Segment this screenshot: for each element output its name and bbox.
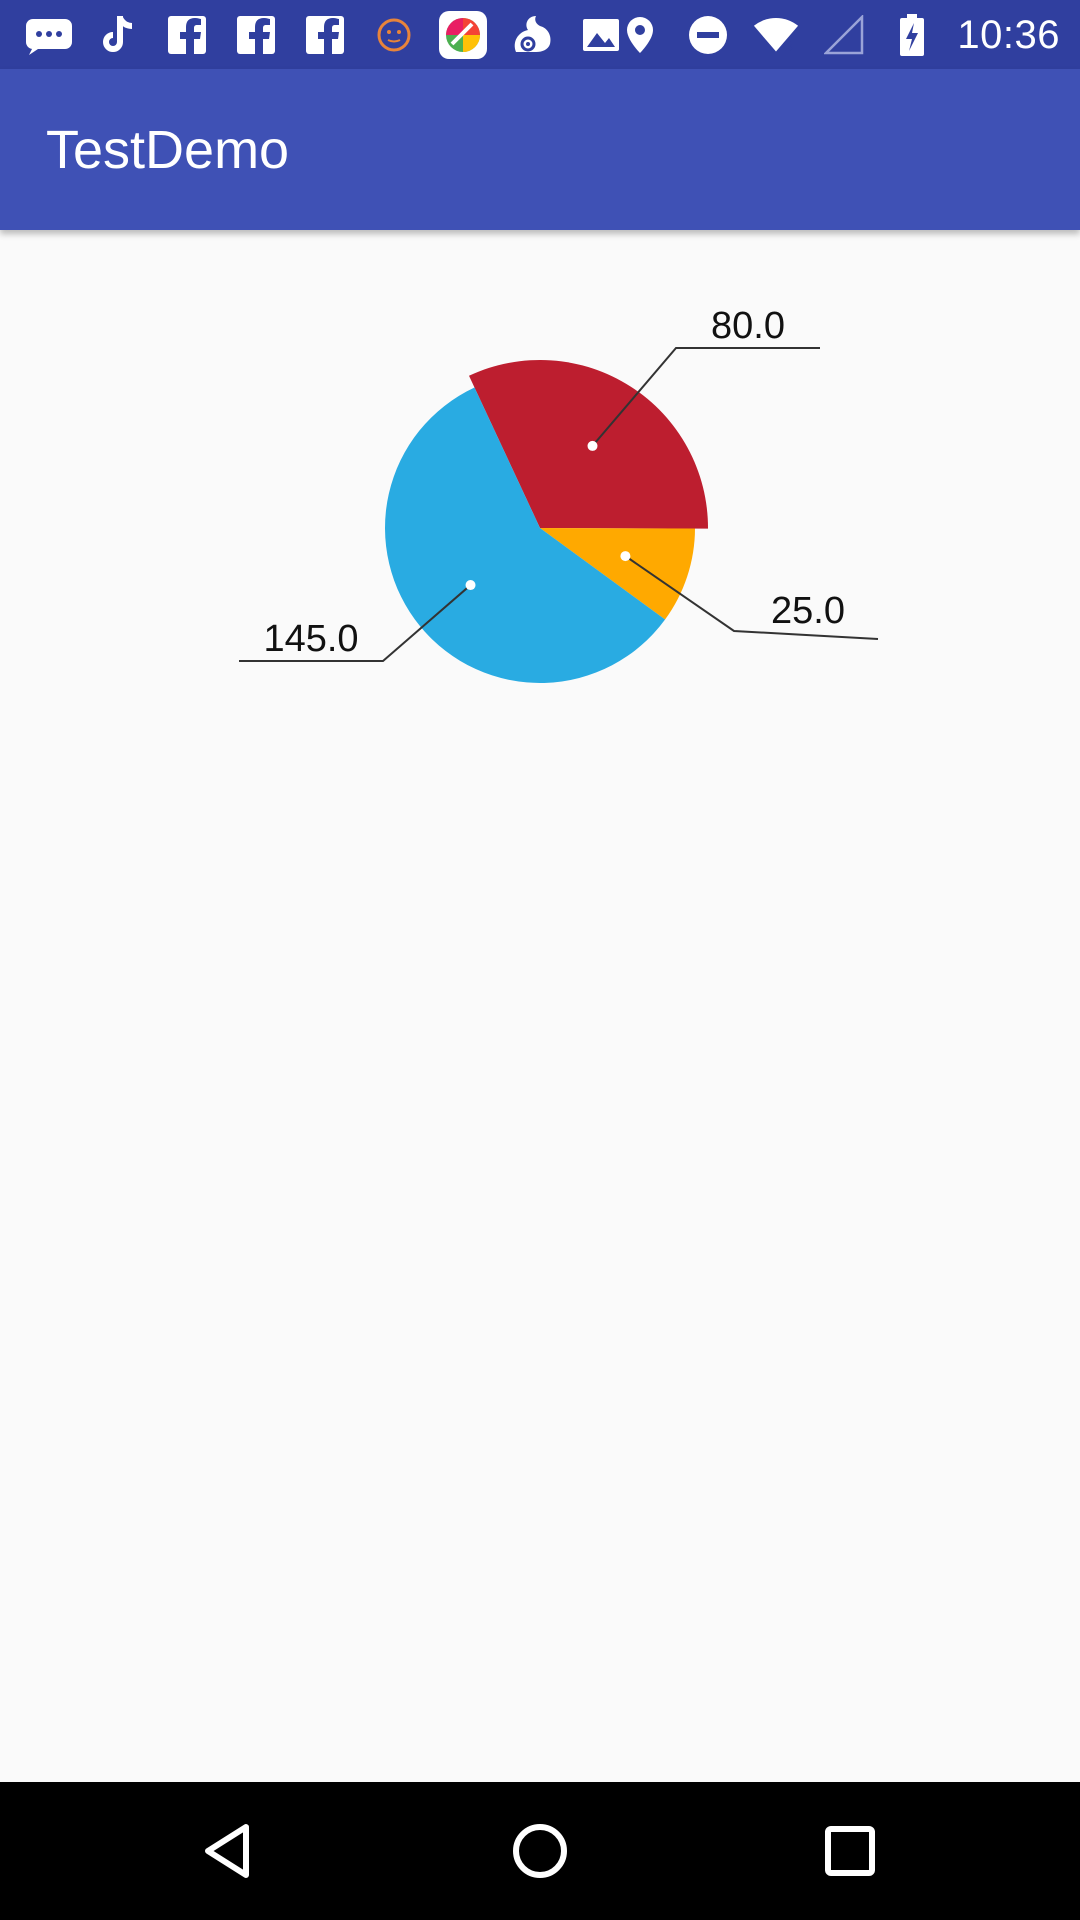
location-icon bbox=[617, 12, 663, 58]
pie-chart-view[interactable]: 80.0 25.0 145.0 bbox=[0, 230, 1080, 790]
pie-slice[interactable] bbox=[384, 387, 666, 684]
slice-value-label: 80.0 bbox=[711, 305, 785, 347]
label-anchor-dot bbox=[620, 551, 631, 562]
label-leader-line bbox=[239, 584, 472, 662]
label-leader-line bbox=[624, 555, 879, 640]
emoji-icon bbox=[369, 10, 419, 60]
pie-chart: 80.0 25.0 145.0 bbox=[239, 305, 879, 684]
slice-value-label: 25.0 bbox=[771, 590, 845, 632]
app-title: TestDemo bbox=[46, 120, 290, 180]
pie-slice[interactable] bbox=[540, 528, 695, 620]
notification-icons bbox=[24, 9, 645, 61]
cellular-signal-icon bbox=[821, 12, 867, 58]
facebook-icon bbox=[162, 10, 212, 60]
status-bar: 10:36 bbox=[0, 0, 1080, 69]
app-bar: TestDemo bbox=[0, 69, 1080, 230]
wifi-icon bbox=[753, 12, 799, 58]
do-not-disturb-icon bbox=[685, 12, 731, 58]
label-anchor-dot bbox=[587, 440, 598, 451]
facebook-icon bbox=[300, 10, 350, 60]
back-icon[interactable] bbox=[185, 1806, 275, 1896]
label-anchor-dot bbox=[465, 580, 476, 591]
uc-browser-icon bbox=[507, 10, 557, 60]
app-store-icon bbox=[438, 10, 488, 60]
clock: 10:36 bbox=[957, 12, 1060, 57]
facebook-icon bbox=[231, 10, 281, 60]
system-icons: 10:36 bbox=[617, 9, 1060, 61]
slice-value-label: 145.0 bbox=[263, 618, 358, 660]
home-icon[interactable] bbox=[495, 1806, 585, 1896]
navigation-bar bbox=[0, 1782, 1080, 1920]
battery-charging-icon bbox=[889, 12, 935, 58]
tiktok-icon bbox=[93, 10, 143, 60]
recents-icon[interactable] bbox=[805, 1806, 895, 1896]
label-leader-line bbox=[591, 347, 820, 447]
gallery-icon bbox=[576, 10, 626, 60]
messaging-icon bbox=[24, 10, 74, 60]
